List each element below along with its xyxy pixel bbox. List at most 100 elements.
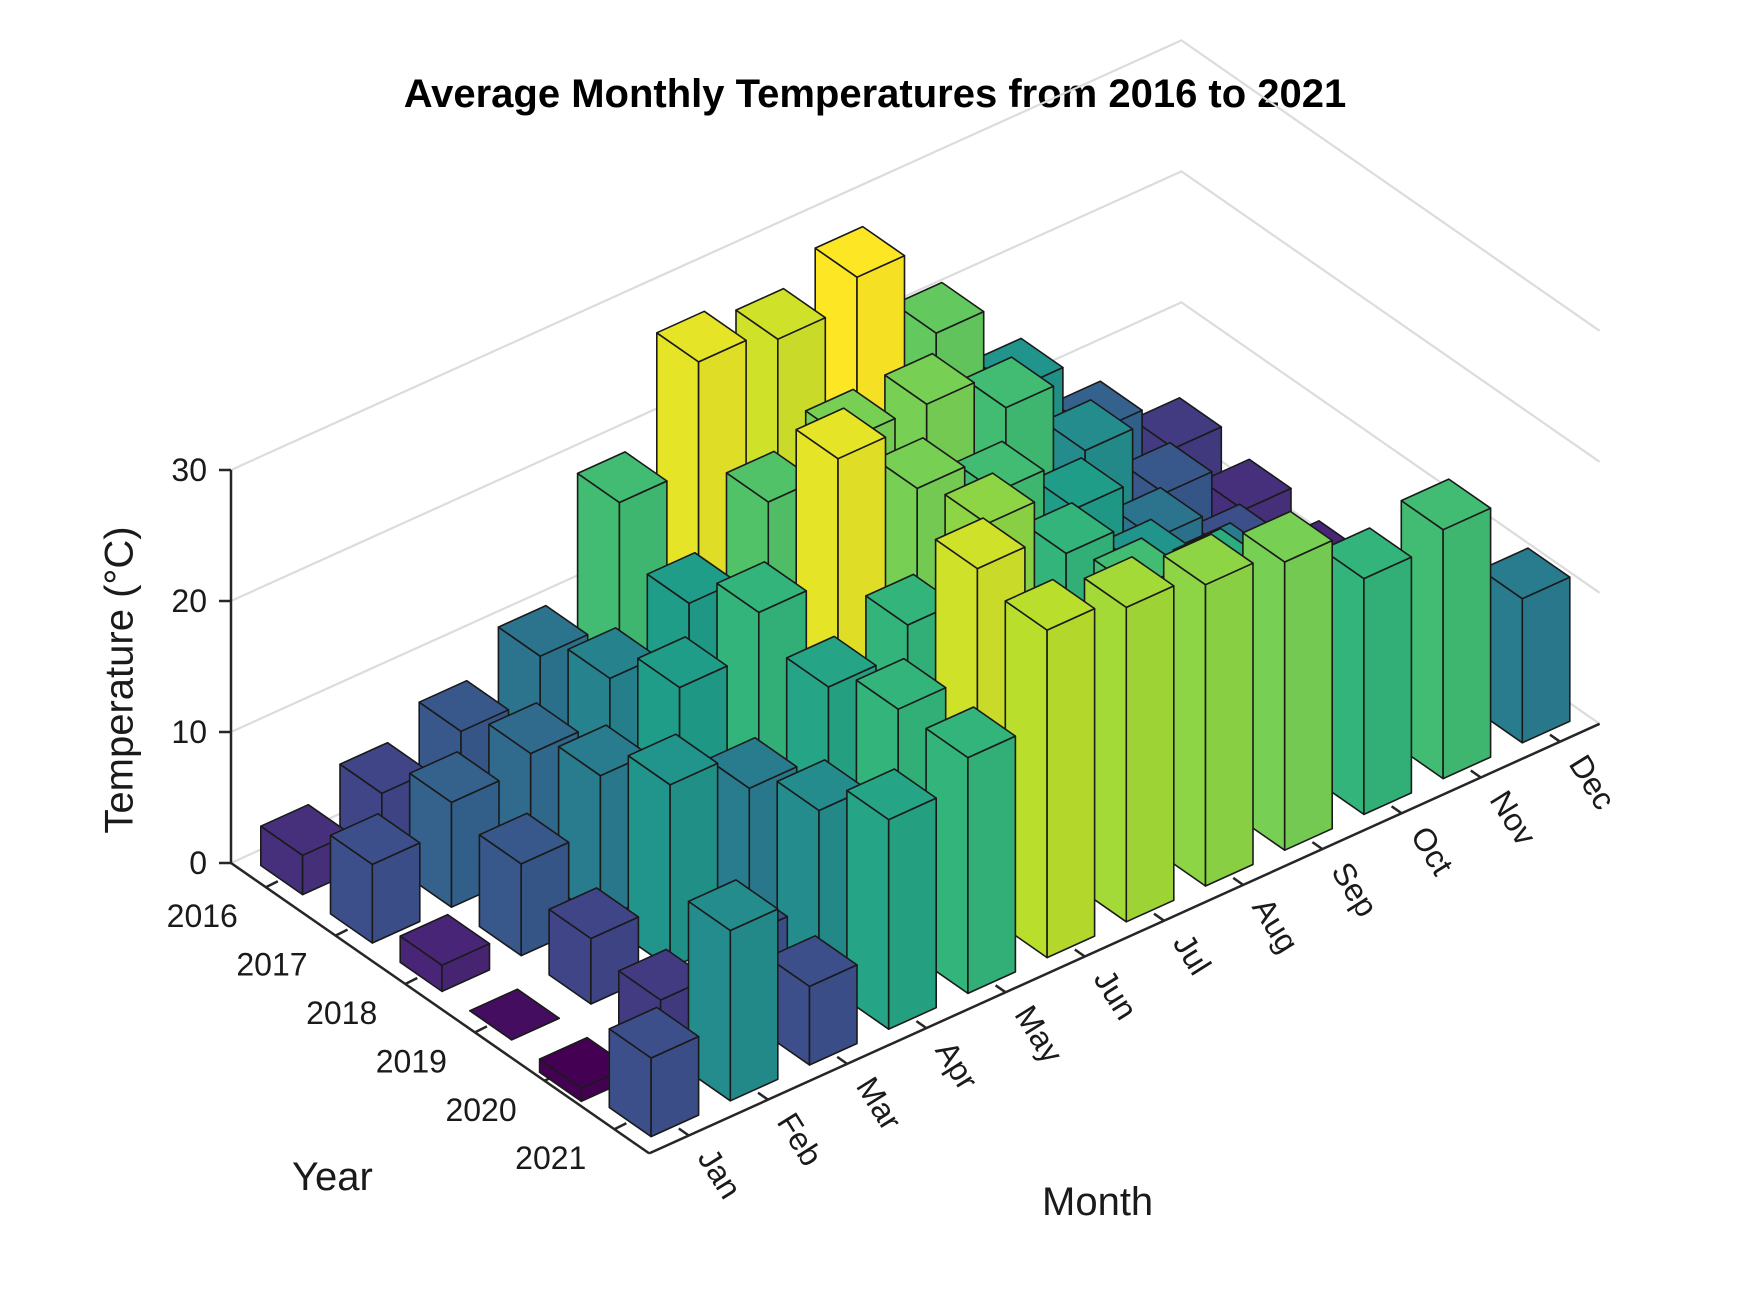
bar-top-face (548, 887, 640, 940)
bar-top-face (795, 407, 887, 460)
bar-top-face (925, 706, 1017, 759)
bar-top-face (1083, 555, 1175, 609)
month-tick-label: Sep (1324, 856, 1385, 923)
bar-top-face (1121, 441, 1213, 495)
bar-top-face (1131, 396, 1223, 450)
month-tick-label: Apr (928, 1035, 985, 1097)
bar-top-face (488, 702, 580, 755)
bar (1479, 547, 1571, 744)
bar-front-face (887, 797, 938, 1030)
bar-front-face (1125, 585, 1175, 923)
bar (469, 988, 561, 1041)
bar-top-face (1004, 578, 1096, 631)
bar-top-face (497, 604, 589, 658)
month-tick (678, 1127, 690, 1137)
z-tick-label: 30 (171, 452, 207, 488)
bar-top-face (874, 436, 966, 490)
month-tick-label: Dec (1562, 748, 1623, 815)
bar-top-face (963, 356, 1055, 409)
month-tick-label: Jan (691, 1142, 749, 1205)
month-tick (1390, 805, 1403, 815)
z-tick-label: 20 (171, 583, 207, 619)
year-tick (474, 1025, 488, 1034)
bar-front-face (967, 735, 1017, 995)
bar-top-face (706, 736, 798, 790)
year-tick (334, 928, 349, 937)
bar (1321, 527, 1413, 816)
bar (608, 1006, 700, 1138)
month-tick-label: Jun (1087, 963, 1145, 1026)
bar-top-face (1242, 510, 1333, 563)
month-tick (836, 1055, 848, 1065)
month-tick (1232, 876, 1244, 886)
bar (329, 812, 421, 944)
bar-front-face (1521, 576, 1571, 744)
bar-top-face (687, 879, 779, 932)
bar (846, 768, 938, 1030)
bar-top-face (655, 310, 747, 363)
bar-front-face (1046, 607, 1096, 959)
month-tick-label: Oct (1404, 820, 1461, 881)
bar (687, 879, 779, 1102)
bar-top-face (766, 934, 858, 988)
bar-top-face (1023, 501, 1115, 555)
month-tick-label: Mar (849, 1071, 909, 1137)
month-tick-label: Jul (1166, 927, 1218, 981)
bar-top-face (1042, 399, 1134, 452)
year-tick (265, 880, 279, 889)
bar (1242, 510, 1333, 852)
year-tick-label: 2020 (445, 1092, 516, 1128)
bar (925, 706, 1017, 995)
z-tick-label: 0 (189, 845, 207, 881)
month-tick (1470, 769, 1482, 779)
bar (478, 812, 570, 957)
year-tick-label: 2018 (306, 995, 377, 1031)
x-axis-line (648, 722, 1601, 1155)
z-tick-label: 10 (171, 714, 207, 750)
month-tick (757, 1091, 769, 1101)
bar-top-face (785, 635, 877, 688)
bar-top-face (944, 472, 1036, 525)
bar-top-face (855, 657, 947, 711)
bar-top-face (469, 988, 561, 1041)
bar-top-face (893, 281, 985, 334)
bar-top-face (934, 517, 1026, 570)
chart-title: Average Monthly Temperatures from 2016 t… (403, 72, 1347, 116)
month-tick (1074, 948, 1086, 958)
year-tick (613, 1122, 627, 1131)
bar-top-face (627, 733, 719, 786)
year-tick-label: 2016 (167, 898, 238, 934)
bar-top-face (608, 1006, 700, 1059)
month-tick (915, 1020, 928, 1030)
bar-top-face (1400, 478, 1492, 531)
bars (259, 225, 1571, 1138)
x-axis-label: Month (1042, 1180, 1154, 1224)
bar-top-face (846, 768, 938, 821)
bar-top-face (329, 812, 421, 866)
bar-top-face (884, 352, 976, 406)
month-tick-label: May (1008, 999, 1071, 1069)
bar-front-face (1363, 556, 1413, 816)
month-tick (994, 984, 1007, 994)
bar-top-face (1162, 533, 1254, 586)
bar-top-face (408, 750, 500, 804)
bar-top-face (636, 636, 728, 689)
bar-top-face (418, 679, 510, 733)
y-axis-line (230, 861, 650, 1155)
year-tick (404, 976, 418, 986)
bar-top-face (1321, 527, 1413, 580)
month-tick-label: Feb (770, 1106, 830, 1172)
bar-front-face (729, 908, 779, 1102)
bar (1004, 578, 1096, 959)
bar (1162, 533, 1254, 887)
bar-top-face (478, 812, 570, 865)
bar-top-face (814, 225, 906, 279)
month-tick-label: Aug (1245, 892, 1306, 959)
y-axis-label: Year (292, 1155, 373, 1199)
bar-top-face (1033, 457, 1124, 510)
bar (1400, 478, 1492, 780)
bar-front-face (1283, 539, 1333, 852)
bar-top-face (1479, 547, 1571, 600)
year-tick-label: 2021 (515, 1140, 586, 1176)
